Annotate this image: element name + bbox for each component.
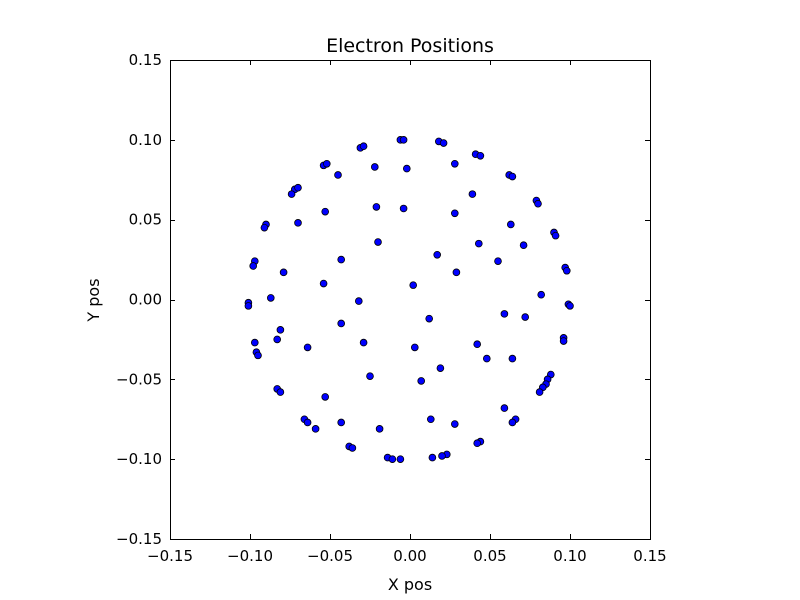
data-point	[534, 199, 542, 208]
data-point	[482, 354, 491, 363]
data-point	[562, 266, 571, 275]
data-point	[366, 372, 374, 380]
data-point	[399, 204, 408, 213]
data-point	[508, 172, 517, 181]
data-point	[337, 255, 346, 264]
data-point	[337, 319, 346, 328]
data-point	[521, 313, 529, 321]
x-tick-label: 0.15	[633, 547, 666, 565]
data-point	[359, 338, 368, 347]
data-point	[409, 281, 418, 289]
data-point	[287, 190, 296, 198]
x-tick-label: −0.15	[147, 547, 193, 565]
y-tick-label: −0.10	[116, 450, 162, 468]
data-point	[396, 455, 405, 463]
x-tick-label: 0.05	[473, 547, 506, 565]
data-point	[319, 279, 328, 288]
data-point	[566, 302, 574, 310]
data-point	[473, 340, 482, 349]
x-axis: −0.15 −0.10 −0.05 0.00 0.05 0.10 0.15	[147, 60, 667, 565]
data-point	[399, 136, 408, 144]
data-point	[410, 343, 419, 352]
x-axis-label: X pos	[388, 575, 432, 594]
data-point	[294, 219, 302, 227]
data-point	[244, 302, 253, 310]
data-point	[436, 364, 445, 372]
data-point	[450, 159, 459, 168]
data-point	[426, 415, 435, 424]
x-tick-label: 0.10	[553, 547, 586, 565]
data-point	[372, 203, 381, 211]
data-point	[279, 268, 288, 277]
data-point	[425, 314, 434, 323]
data-point	[508, 418, 517, 427]
data-point	[438, 452, 446, 460]
data-point	[276, 388, 285, 396]
data-point	[249, 262, 258, 270]
data-point	[359, 142, 368, 151]
data-point	[474, 239, 483, 248]
data-point	[500, 310, 509, 318]
data-point	[559, 337, 568, 345]
data-point	[254, 351, 262, 360]
data-point	[428, 453, 437, 462]
y-tick-label: −0.05	[116, 370, 162, 388]
data-point	[273, 335, 282, 344]
data-point	[402, 164, 411, 173]
data-point	[537, 290, 545, 299]
data-point	[450, 209, 459, 218]
data-point	[321, 207, 330, 216]
y-tick-label: 0.00	[129, 291, 162, 309]
data-point	[303, 418, 312, 427]
y-axis-label: Y pos	[84, 278, 103, 322]
data-point	[370, 163, 379, 171]
data-point	[468, 190, 477, 198]
data-point	[494, 257, 502, 265]
data-point	[433, 250, 442, 259]
data-point	[473, 439, 482, 448]
y-tick-label: 0.15	[129, 51, 162, 69]
data-point	[266, 294, 275, 302]
y-tick-label: 0.05	[129, 211, 162, 229]
data-point	[354, 297, 363, 305]
data-point	[294, 183, 302, 192]
y-tick-label: −0.15	[116, 530, 162, 548]
data-point	[508, 354, 517, 363]
data-point	[450, 420, 459, 428]
data-point	[506, 220, 515, 229]
data-point	[260, 223, 269, 232]
data-point	[452, 268, 461, 277]
data-point	[375, 425, 384, 433]
data-point	[303, 343, 312, 352]
chart-title: Electron Positions	[326, 35, 494, 57]
data-point	[500, 404, 509, 412]
data-point	[251, 338, 259, 347]
data-point	[276, 326, 285, 334]
data-point	[374, 238, 382, 246]
x-tick-label: −0.05	[307, 547, 353, 565]
y-tick-label: 0.10	[129, 131, 162, 149]
data-point	[535, 388, 544, 396]
data-point	[476, 152, 485, 160]
data-point	[519, 241, 528, 250]
x-tick-label: 0.00	[393, 547, 426, 565]
data-point	[388, 455, 397, 463]
data-point	[348, 444, 357, 452]
data-point	[551, 231, 560, 240]
plot-area	[244, 136, 574, 463]
data-point	[322, 159, 331, 168]
data-point	[311, 425, 320, 433]
data-point	[337, 418, 346, 427]
data-point	[417, 377, 426, 385]
data-point	[439, 139, 448, 147]
x-tick-label: −0.10	[227, 547, 273, 565]
data-point	[334, 171, 342, 179]
data-point	[321, 393, 330, 401]
y-axis: −0.15 −0.10 −0.05 0.00 0.05 0.10 0.15	[116, 51, 650, 548]
